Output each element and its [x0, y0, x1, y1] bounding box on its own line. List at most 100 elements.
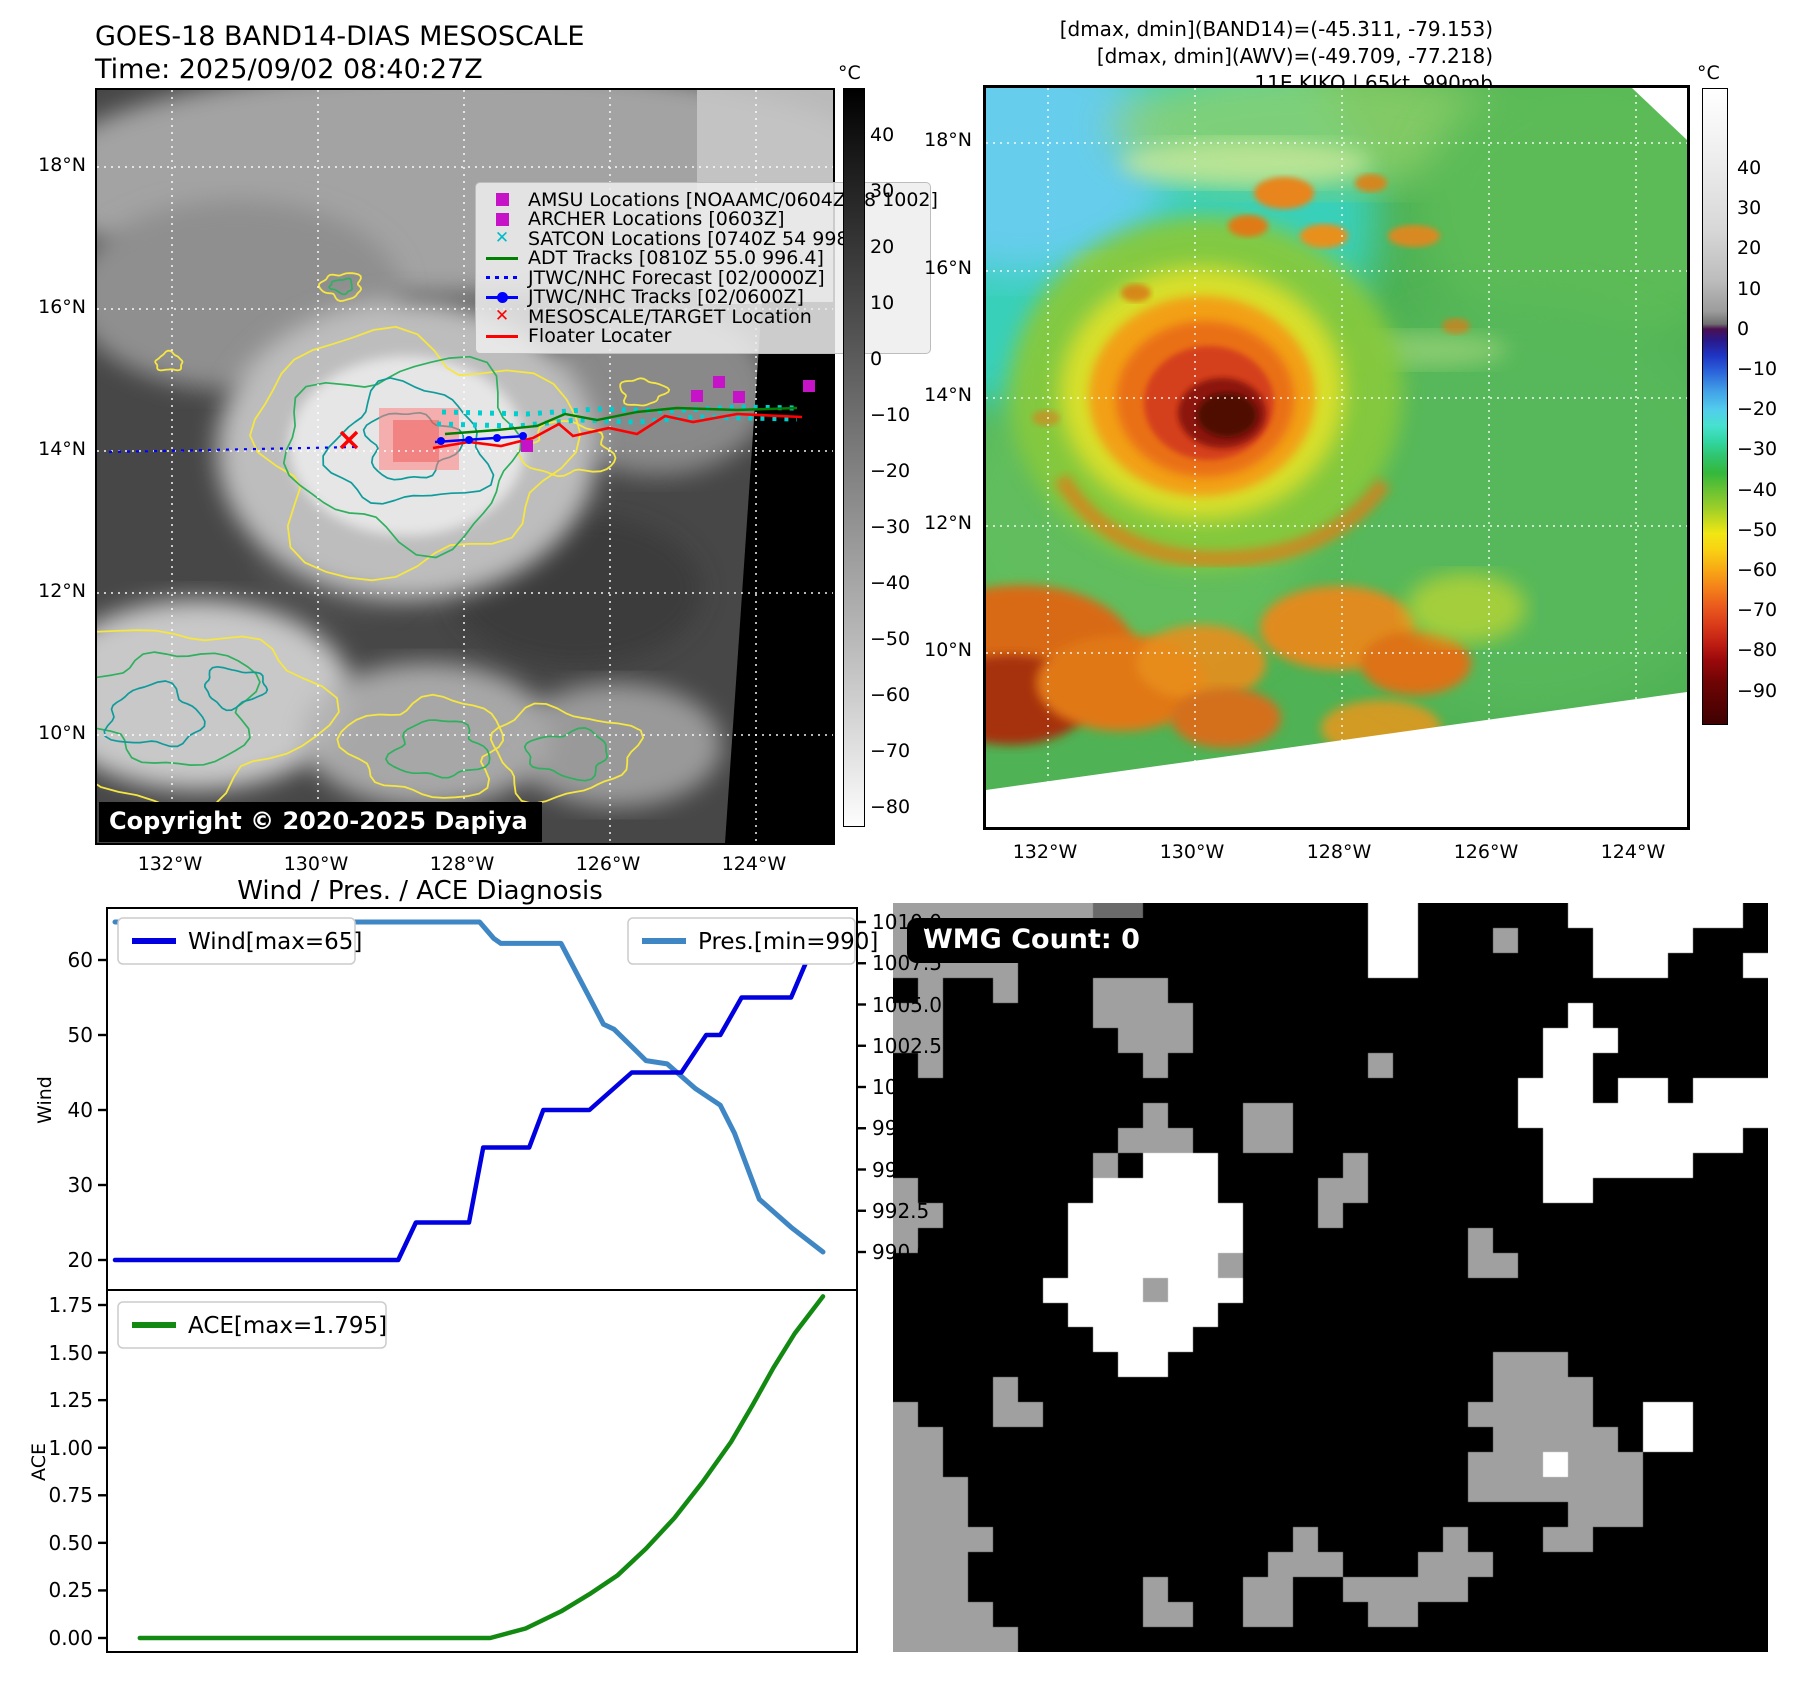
colorbar-tick-right: −50 [1737, 518, 1778, 541]
colorbar-tick-right: 40 [1737, 157, 1762, 179]
ace-tick: 0.50 [48, 1530, 93, 1555]
legend-label: AMSU Locations [NOAAMC/0604Z 48 1002] [528, 188, 938, 211]
legend-item: JTWC/NHC Tracks [02/0600Z] [484, 286, 922, 309]
wmg-panel: WMG Count: 0 [893, 903, 1768, 1652]
grayscale-colorbar [843, 88, 865, 827]
legend-label: JTWC/NHC Tracks [02/0600Z] [528, 286, 804, 309]
lat-tick-left: 12°N [38, 580, 86, 602]
lat-tick-left: 16°N [38, 296, 86, 318]
colorbar-tick-left: −40 [870, 572, 911, 594]
lat-tick-right: 12°N [924, 512, 972, 534]
legend-item: ARCHER Locations [0603Z] [484, 208, 922, 231]
enhanced-colorbar [1702, 88, 1728, 725]
legend-item: ✕ MESOSCALE/TARGET Location [484, 306, 922, 328]
pressure-tick: 997.5 [872, 1116, 930, 1141]
colorbar-tick-left: −50 [870, 628, 911, 650]
ace-tick: 1.25 [48, 1388, 93, 1413]
enhanced-ir-image [986, 88, 1687, 827]
colorbar-tick-left: −10 [870, 404, 911, 426]
colorbar-tick-left: −60 [870, 684, 911, 706]
square-icon [484, 212, 520, 226]
lat-tick-right: 18°N [924, 129, 972, 151]
legend-label: ARCHER Locations [0603Z] [528, 208, 785, 231]
lon-tick-right: 124°W [1600, 841, 1666, 863]
page-time: Time: 2025/09/02 08:40:27Z [95, 54, 483, 85]
wmg-grid [893, 903, 1768, 1652]
pressure-tick: 992.5 [872, 1198, 930, 1223]
colorbar-tick-right: −40 [1737, 478, 1778, 501]
lon-tick-left: 128°W [429, 853, 495, 875]
dotted-line-icon [484, 276, 520, 280]
lon-tick-left: 130°W [283, 853, 349, 875]
lat-tick-left: 10°N [38, 722, 86, 744]
pressure-tick: 1002.5 [872, 1033, 942, 1058]
lat-tick-right: 14°N [924, 384, 972, 406]
wind-tick: 40 [67, 1098, 93, 1122]
colorbar-tick-left: 0 [870, 348, 883, 370]
ace-tick: 1.00 [48, 1435, 93, 1460]
wind-tick: 50 [67, 1023, 93, 1047]
legend-item: AMSU Locations [NOAAMC/0604Z 48 1002] [484, 189, 938, 211]
colorbar-tick-right: −10 [1737, 358, 1778, 380]
lat-tick-right: 16°N [924, 257, 972, 279]
ace-tick: 0.75 [48, 1483, 93, 1508]
copyright-badge: Copyright © 2020-2025 Dapiya [99, 802, 542, 842]
colorbar-unit-right: °C [1697, 62, 1720, 84]
colorbar-tick-right: 0 [1737, 317, 1750, 340]
colorbar-tick-left: 30 [870, 180, 895, 202]
ace-tick: 0.25 [48, 1578, 93, 1603]
pressure-tick: 1000.0 [872, 1075, 942, 1099]
ace-tick: 1.50 [48, 1340, 93, 1365]
lon-tick-right: 132°W [1012, 841, 1078, 863]
legend-label: Floater Locater [528, 325, 672, 348]
line-marker-icon [484, 291, 520, 303]
lat-tick-right: 10°N [924, 639, 972, 661]
pressure-tick: 1005.0 [872, 992, 942, 1017]
colorbar-tick-left: 40 [870, 124, 895, 146]
legend-label: ADT Tracks [0810Z 55.0 996.4] [528, 247, 824, 270]
info-block: [dmax, dmin](BAND14)=(-45.311, -79.153) … [793, 16, 1493, 97]
colorbar-tick-left: −80 [870, 796, 911, 818]
info-dmax-awv: [dmax, dmin](AWV)=(-49.709, -77.218) [1096, 44, 1493, 68]
lon-tick-right: 128°W [1306, 841, 1372, 863]
colorbar-tick-right: −80 [1737, 639, 1778, 662]
lat-tick-left: 18°N [38, 154, 86, 176]
lat-tick-left: 14°N [38, 438, 86, 460]
enhanced-ir-map [983, 85, 1690, 830]
lon-tick-left: 132°W [137, 853, 203, 875]
colorbar-tick-right: −70 [1737, 599, 1778, 622]
svg-text:Pres.[min=990]: Pres.[min=990] [698, 929, 878, 955]
colorbar-tick-left: 10 [870, 292, 895, 314]
wmg-count-badge: WMG Count: 0 [907, 918, 1158, 963]
pressure-tick: 995.0 [872, 1157, 930, 1182]
legend-item: Floater Locater [484, 325, 922, 348]
line-icon [484, 334, 520, 338]
colorbar-tick-left: 20 [870, 236, 895, 258]
colorbar-tick-left: −30 [870, 516, 911, 538]
ace-tick: 1.75 [48, 1293, 93, 1317]
svg-text:ACE[max=1.795]: ACE[max=1.795] [188, 1313, 387, 1339]
colorbar-tick-right: −30 [1737, 438, 1778, 461]
pressure-tick: 990.0 [872, 1240, 930, 1264]
wind-tick: 30 [67, 1173, 93, 1197]
legend-item: JTWC/NHC Forecast [02/0000Z] [484, 266, 922, 289]
page-title-block: GOES-18 BAND14-DIAS MESOSCALE Time: 2025… [95, 20, 584, 86]
legend-label: JTWC/NHC Forecast [02/0000Z] [528, 266, 825, 289]
lon-tick-left: 124°W [721, 853, 787, 875]
ace-tick: 0.00 [48, 1625, 93, 1650]
colorbar-unit-left: °C [838, 62, 861, 84]
lon-tick-left: 126°W [575, 853, 641, 875]
wind-pres-ace-charts: Wind[max=65] Pres.[min=990] ACE[max=1.795] [98, 907, 878, 1653]
colorbar-tick-right: −20 [1737, 398, 1778, 421]
colorbar-tick-right: 10 [1737, 277, 1762, 300]
cross-icon: ✕ [494, 228, 510, 249]
page-title: GOES-18 BAND14-DIAS MESOSCALE [95, 21, 585, 52]
square-icon [484, 193, 520, 206]
chart-title: Wind / Pres. / ACE Diagnosis [237, 876, 603, 906]
legend-item: ADT Tracks [0810Z 55.0 996.4] [484, 247, 922, 270]
pressure-tick: 1010.0 [872, 910, 942, 934]
cross-icon: ✕ [494, 306, 510, 327]
colorbar-tick-right: 20 [1737, 237, 1762, 260]
colorbar-tick-right: 30 [1737, 197, 1762, 220]
info-dmax-band14: [dmax, dmin](BAND14)=(-45.311, -79.153) [1059, 17, 1493, 41]
